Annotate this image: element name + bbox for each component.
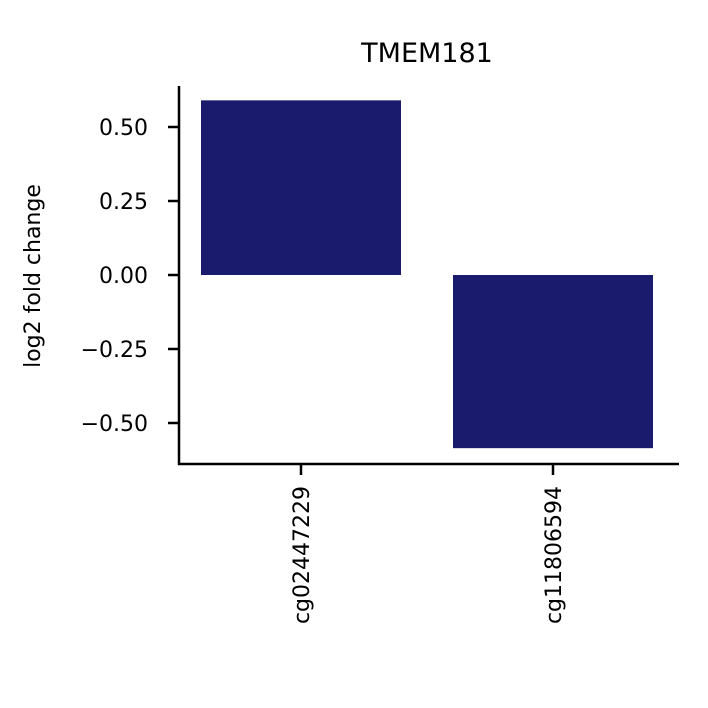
y-tick-label: −0.25 (81, 338, 148, 363)
y-tick-label: 0.25 (99, 190, 148, 215)
x-axis-ticks: cg02447229 cg11806594 (290, 464, 567, 624)
bar-cg11806594 (453, 275, 653, 449)
y-tick-label: 0.50 (99, 116, 148, 141)
y-axis-label: log2 fold change (21, 184, 46, 368)
x-tick-label: cg11806594 (542, 486, 567, 624)
chart-title: TMEM181 (360, 38, 493, 69)
x-tick-label: cg02447229 (290, 486, 315, 624)
y-tick-label: −0.50 (81, 412, 148, 437)
y-tick-label: 0.00 (99, 264, 148, 289)
y-axis-ticks: 0.50 0.25 0.00 −0.25 −0.50 (81, 116, 179, 437)
bars-group (201, 100, 653, 449)
bar-cg02447229 (201, 100, 401, 275)
